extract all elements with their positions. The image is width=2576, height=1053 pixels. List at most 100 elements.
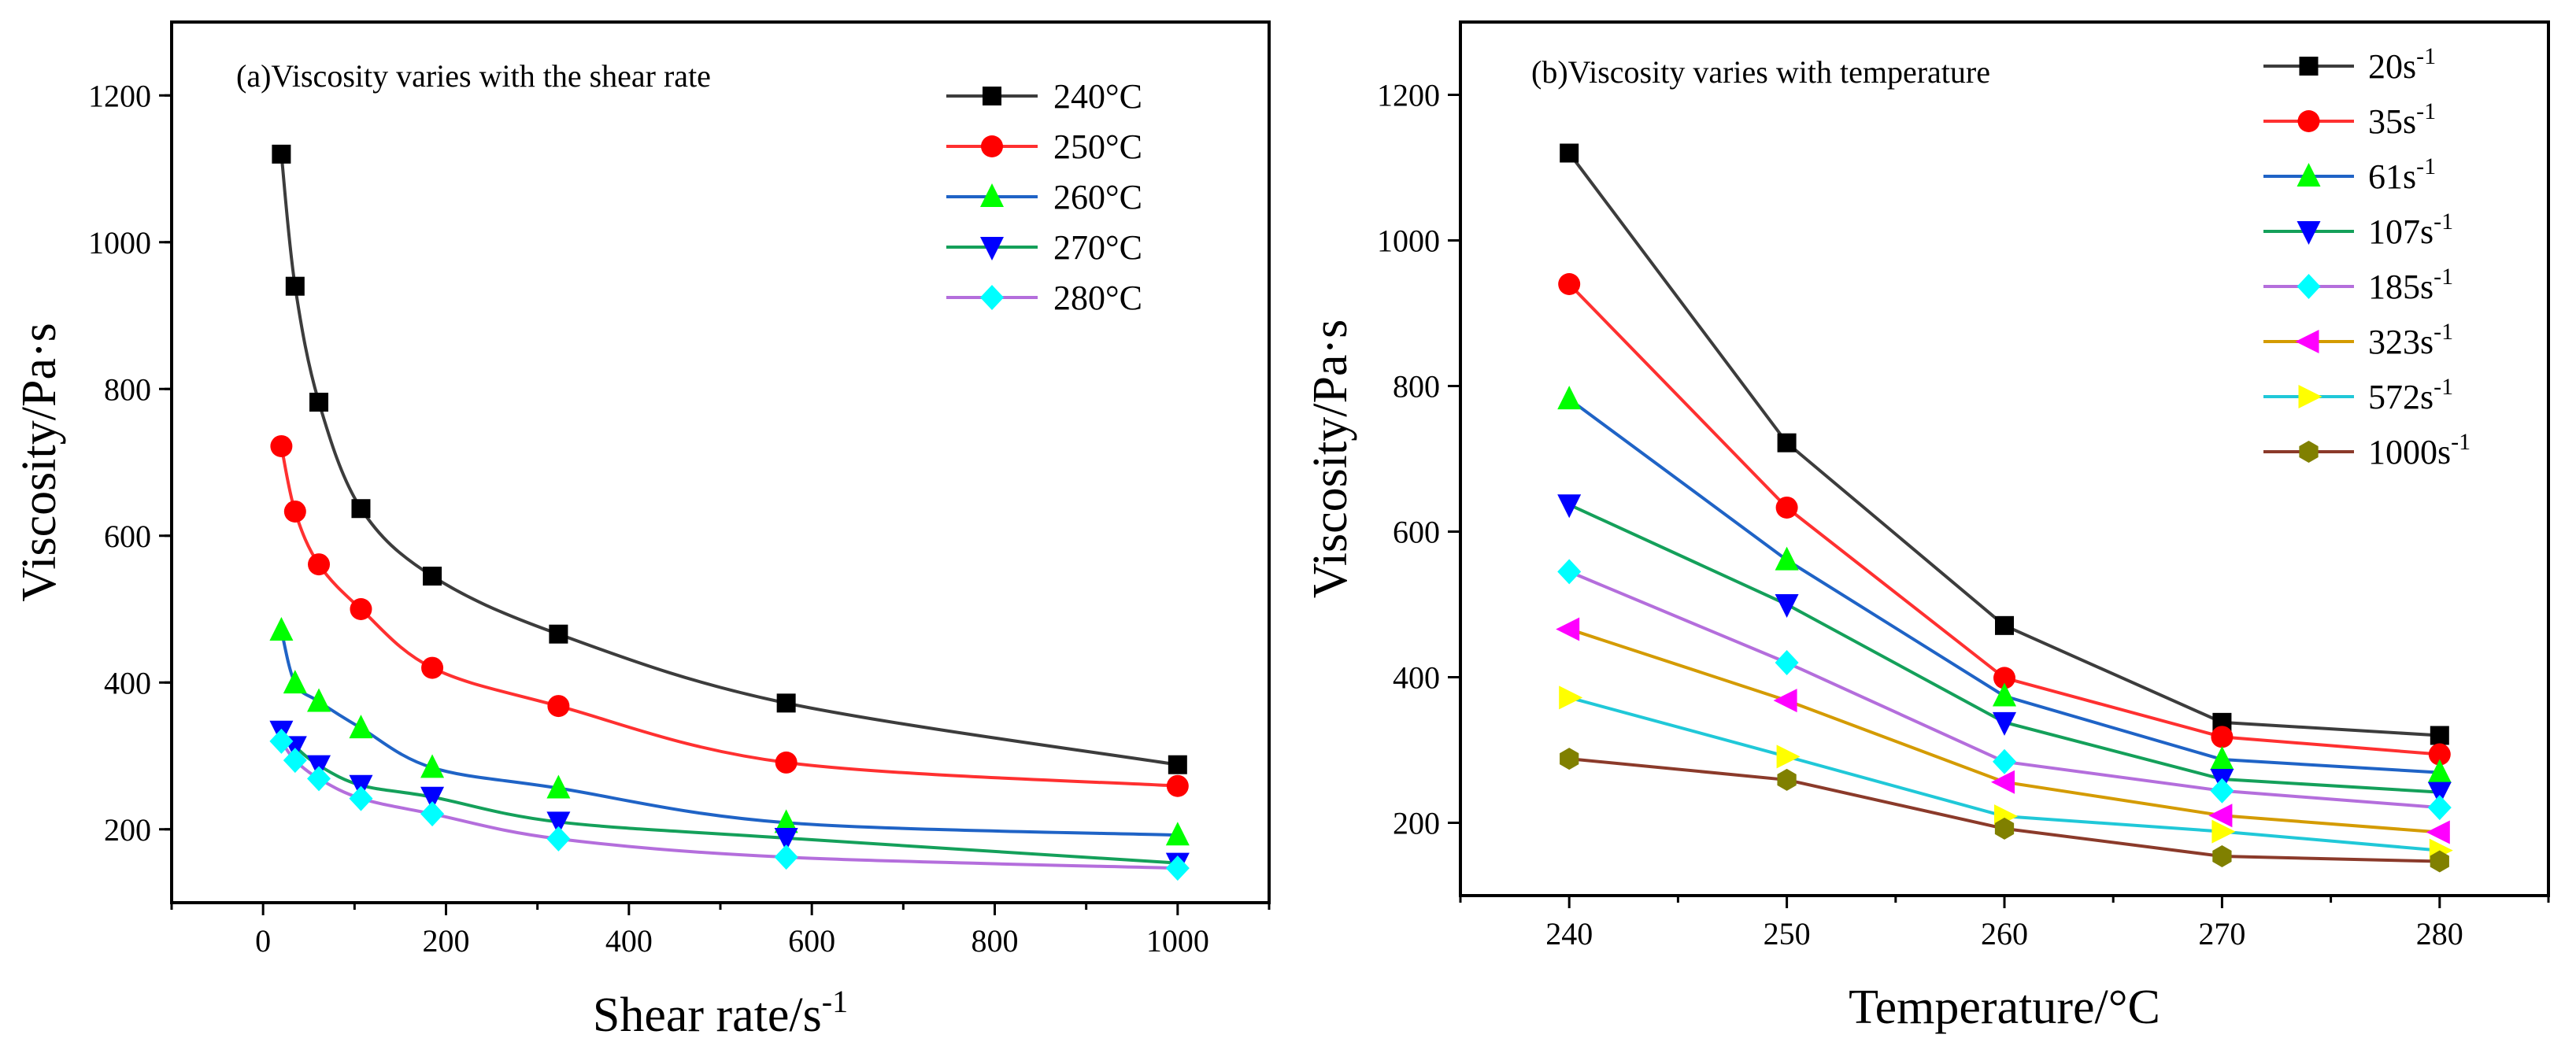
legend-item: 1000s-1 [2263, 429, 2471, 471]
data-point [272, 144, 291, 164]
data-point [549, 624, 568, 644]
series-1000s [1560, 748, 2449, 873]
data-point [420, 754, 445, 778]
data-point [1560, 748, 1579, 770]
data-point [349, 785, 373, 811]
legend-item: 20s-1 [2263, 43, 2436, 86]
data-point [423, 567, 442, 586]
legend-label: 280°C [1053, 279, 1142, 317]
data-point [1776, 744, 1801, 769]
data-point [1777, 768, 1797, 791]
data-point [308, 553, 331, 576]
series-240°C [272, 144, 1187, 774]
data-point [1557, 559, 1582, 585]
legend-label: 323s-1 [2368, 319, 2453, 361]
x-tick-label: 200 [423, 923, 470, 959]
data-point [307, 688, 331, 712]
legend-marker [2297, 274, 2321, 299]
y-axis-title: Viscosity/Pa·s [13, 323, 66, 602]
legend-label-superscript: -1 [2434, 264, 2453, 290]
legend-label-superscript: -1 [2434, 319, 2453, 345]
chart-panel-b: 240 250 260 270 280 200 400 600 800 1000 1200 (b)Vi… [1304, 20, 2550, 1034]
y-tick-label: 200 [104, 812, 151, 848]
y-tick-label: 400 [1393, 660, 1440, 696]
legend-label: 250°C [1053, 127, 1142, 166]
data-point [775, 751, 798, 774]
data-point [1165, 822, 1190, 846]
data-point [1994, 817, 2015, 840]
y-tick-label: 1200 [1377, 78, 1440, 113]
series-185s [1557, 559, 2452, 821]
legend-label: 270°C [1053, 228, 1142, 267]
data-point [307, 766, 331, 792]
legend-label-superscript: -1 [2434, 374, 2453, 400]
chart-title: (b)Viscosity varies with temperature [1531, 54, 1990, 90]
legend-label: 260°C [1053, 178, 1142, 216]
legend-label: 240°C [1053, 77, 1142, 116]
data-point [1560, 143, 1579, 163]
data-point [546, 826, 571, 852]
series-61s [1557, 386, 2452, 783]
data-point [420, 786, 445, 811]
data-point [1775, 546, 1799, 571]
x-tick-label: 0 [255, 923, 271, 959]
data-point [1559, 685, 1583, 710]
legend-marker [2297, 221, 2321, 245]
x-tick-label: 250 [1764, 916, 1811, 951]
legend-marker [2298, 385, 2322, 408]
data-point [1993, 682, 2016, 707]
data-point [269, 617, 294, 641]
series-250°C [270, 434, 1189, 797]
x-axis-title: Shear rate/s-1 [593, 984, 848, 1042]
y-tick-label: 1200 [88, 78, 151, 113]
legend-label-superscript: -1 [2451, 429, 2471, 455]
y-tick-label: 800 [1393, 369, 1440, 405]
legend-item: 61s-1 [2263, 153, 2436, 196]
x-tick-label: 280 [2416, 916, 2463, 951]
y-axis-title: Viscosity/Pa·s [1304, 320, 1357, 599]
data-point [349, 715, 373, 739]
legend: 20s-1 35s-1 61s-1 107s-1 185s-1 323s-1 572s-1 1… [2263, 43, 2471, 471]
x-tick-label: 800 [972, 923, 1019, 959]
data-point [1556, 617, 1580, 641]
data-point [1557, 386, 1582, 410]
series-280°C [269, 728, 1190, 881]
y-tick-label: 1000 [1377, 224, 1440, 259]
data-point [2428, 743, 2451, 766]
legend-label-superscript: -1 [2434, 209, 2453, 235]
x-tick-label: 260 [1981, 916, 2028, 951]
legend-item: 323s-1 [2263, 319, 2453, 361]
data-point [1991, 770, 2015, 794]
data-point [546, 774, 571, 799]
data-point [2212, 845, 2232, 868]
legend-marker [2297, 163, 2321, 187]
data-point [1165, 855, 1190, 881]
data-point [1166, 774, 1189, 797]
data-point [2427, 781, 2452, 806]
data-point [547, 695, 570, 718]
x-axis-title-superscript: -1 [822, 984, 848, 1019]
series-107s [1557, 494, 2452, 806]
legend-item: 35s-1 [2263, 98, 2436, 141]
data-point [2210, 778, 2234, 804]
legend-marker [981, 135, 1003, 157]
data-point [2427, 795, 2452, 821]
chart-panel-a: 0 200 400 600 800 1000 200 400 600 800 1000 1200 (a)… [13, 20, 1271, 1042]
y-tick-label: 800 [104, 371, 151, 407]
legend-label: 185s-1 [2368, 264, 2453, 306]
data-point [1777, 433, 1797, 453]
data-point [1168, 755, 1187, 774]
data-point [774, 809, 798, 833]
legend-item: 260°C [946, 178, 1142, 216]
data-point [546, 811, 571, 836]
series-line [279, 730, 1178, 865]
data-point [1558, 273, 1581, 295]
series-line [279, 630, 1178, 837]
data-point [2430, 850, 2449, 873]
y-tick-label: 1000 [88, 225, 151, 260]
data-point [776, 693, 796, 713]
data-point [270, 434, 293, 457]
data-point [350, 598, 372, 620]
y-tick-label: 400 [104, 665, 151, 700]
data-point [283, 748, 307, 774]
